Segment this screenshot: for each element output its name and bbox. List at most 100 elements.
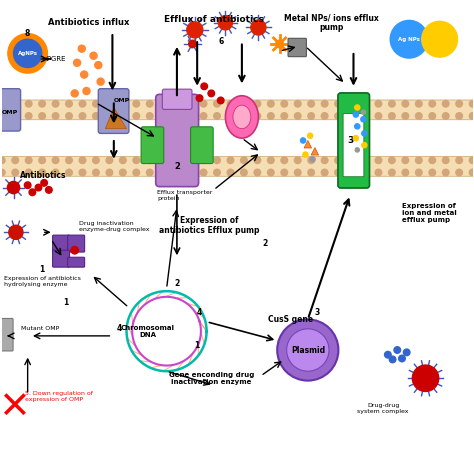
Circle shape [394, 346, 401, 353]
Circle shape [79, 169, 86, 176]
Circle shape [389, 100, 395, 107]
Circle shape [294, 157, 301, 164]
Circle shape [294, 113, 301, 119]
Circle shape [276, 40, 283, 48]
Circle shape [254, 113, 261, 119]
Circle shape [0, 113, 5, 119]
Circle shape [361, 110, 365, 114]
Circle shape [12, 169, 18, 176]
Text: →PGRE: →PGRE [42, 56, 66, 62]
Circle shape [73, 59, 81, 66]
Circle shape [0, 157, 5, 164]
Circle shape [348, 100, 355, 107]
Circle shape [227, 157, 234, 164]
FancyBboxPatch shape [1, 319, 13, 351]
FancyBboxPatch shape [68, 235, 85, 252]
Circle shape [335, 100, 341, 107]
Circle shape [389, 169, 395, 176]
Circle shape [355, 148, 359, 152]
Text: Drug inactivation
enzyme-drug complex: Drug inactivation enzyme-drug complex [80, 221, 150, 232]
Polygon shape [304, 140, 311, 148]
Circle shape [348, 113, 355, 119]
Circle shape [308, 113, 314, 119]
Circle shape [335, 157, 341, 164]
Circle shape [308, 157, 314, 164]
FancyBboxPatch shape [162, 89, 192, 109]
Circle shape [218, 97, 224, 104]
Circle shape [106, 157, 113, 164]
FancyBboxPatch shape [53, 235, 70, 252]
Circle shape [308, 133, 313, 138]
Text: Metal NPs/ ions efflux
pump: Metal NPs/ ions efflux pump [284, 13, 379, 32]
Circle shape [200, 100, 207, 107]
Circle shape [119, 113, 126, 119]
Circle shape [8, 34, 47, 73]
Circle shape [241, 157, 247, 164]
Circle shape [71, 90, 78, 97]
Circle shape [281, 100, 288, 107]
Circle shape [106, 100, 113, 107]
Circle shape [214, 100, 220, 107]
Circle shape [362, 131, 367, 136]
Circle shape [187, 113, 193, 119]
Circle shape [92, 100, 99, 107]
FancyBboxPatch shape [53, 250, 70, 267]
Circle shape [281, 169, 288, 176]
Circle shape [416, 157, 422, 164]
Text: Ag NPs: Ag NPs [398, 37, 420, 42]
Circle shape [442, 113, 449, 119]
Circle shape [39, 169, 46, 176]
Circle shape [52, 113, 59, 119]
FancyBboxPatch shape [1, 156, 474, 176]
Circle shape [384, 351, 391, 358]
Circle shape [39, 113, 46, 119]
Circle shape [79, 113, 86, 119]
Circle shape [301, 138, 306, 143]
FancyBboxPatch shape [288, 38, 306, 57]
Circle shape [335, 169, 341, 176]
Text: 3: 3 [347, 136, 353, 145]
Circle shape [429, 157, 436, 164]
Circle shape [14, 39, 42, 67]
Circle shape [422, 21, 457, 57]
Circle shape [355, 105, 360, 110]
Circle shape [348, 169, 355, 176]
Circle shape [348, 157, 355, 164]
Circle shape [469, 113, 474, 119]
Circle shape [12, 100, 18, 107]
Circle shape [254, 157, 261, 164]
Ellipse shape [226, 96, 258, 138]
Circle shape [81, 71, 88, 78]
Circle shape [173, 169, 180, 176]
Circle shape [241, 113, 247, 119]
Circle shape [83, 88, 90, 95]
Circle shape [402, 157, 409, 164]
Circle shape [267, 169, 274, 176]
Circle shape [187, 169, 193, 176]
Circle shape [251, 20, 266, 35]
Text: Antibiotics: Antibiotics [19, 171, 66, 180]
Circle shape [214, 113, 220, 119]
Circle shape [214, 157, 220, 164]
Circle shape [26, 100, 32, 107]
Circle shape [208, 90, 215, 97]
Circle shape [0, 169, 5, 176]
Circle shape [133, 100, 139, 107]
Circle shape [106, 113, 113, 119]
Circle shape [119, 157, 126, 164]
Circle shape [321, 113, 328, 119]
Text: 3: 3 [315, 308, 320, 317]
Circle shape [39, 100, 46, 107]
Circle shape [267, 157, 274, 164]
Text: 4: 4 [197, 308, 202, 317]
Text: Antibiotics influx: Antibiotics influx [48, 18, 129, 27]
Text: 6: 6 [218, 37, 223, 46]
Circle shape [52, 157, 59, 164]
Text: Drug-drug
system complex: Drug-drug system complex [357, 403, 409, 414]
Circle shape [95, 62, 102, 69]
Circle shape [267, 100, 274, 107]
Circle shape [375, 113, 382, 119]
Text: 1: 1 [63, 298, 68, 307]
Circle shape [375, 157, 382, 164]
Circle shape [241, 169, 247, 176]
